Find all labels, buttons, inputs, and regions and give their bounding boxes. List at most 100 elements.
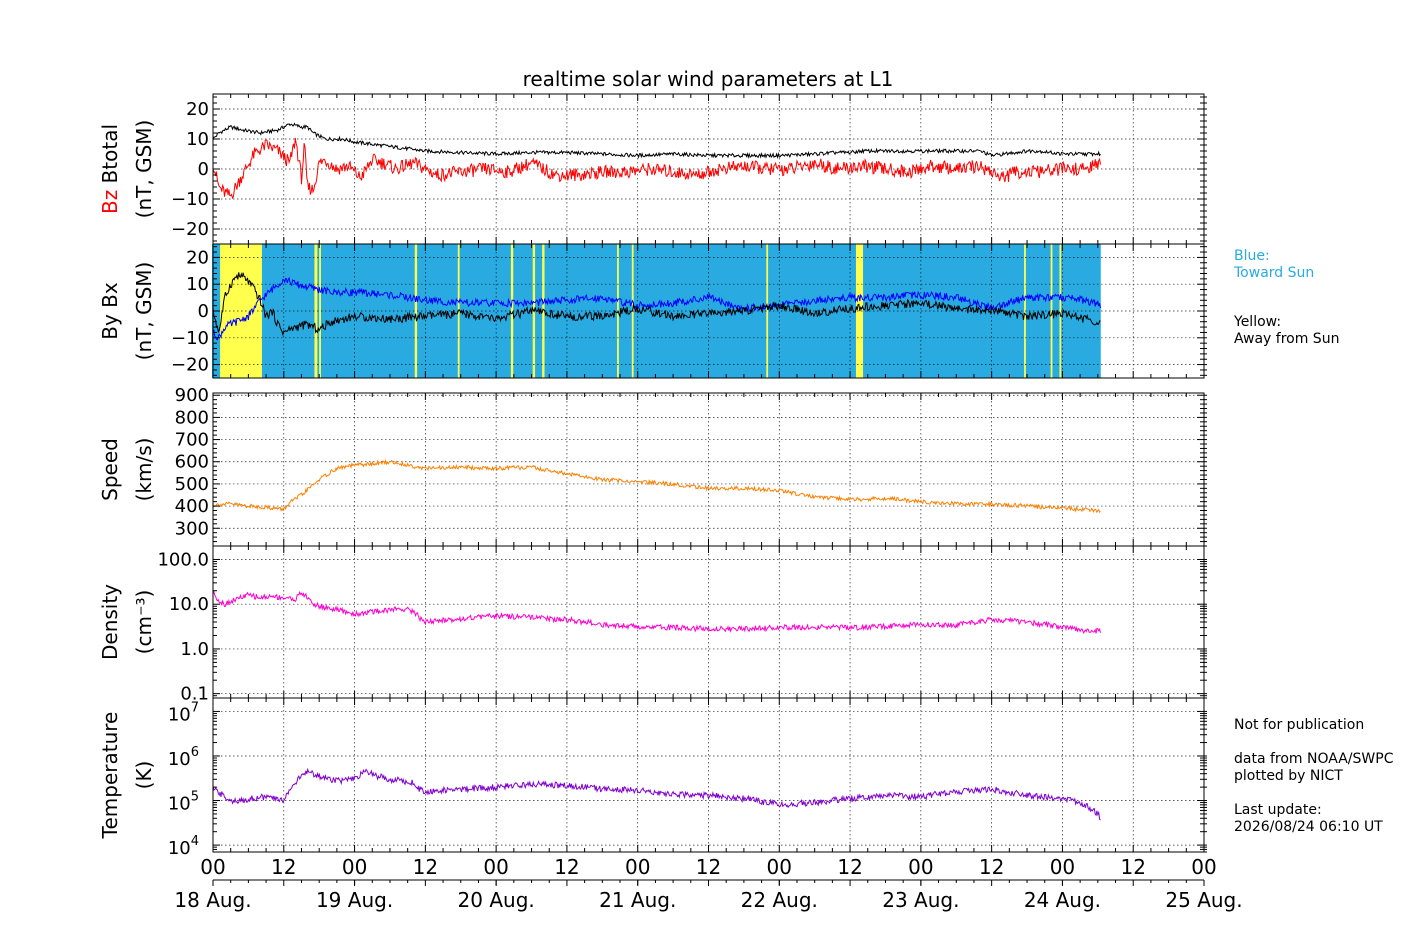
legend-blue-line2: Toward Sun — [1234, 265, 1315, 281]
legend-blue-line1: Blue: — [1234, 248, 1270, 264]
y-tick-exponent: 5 — [191, 790, 199, 805]
series-line-bz — [213, 138, 1101, 200]
y-tick-label: 104 — [168, 834, 199, 859]
grid-lines — [213, 393, 1204, 546]
x-tick-label-hour: 12 — [696, 855, 721, 879]
x-tick-label-hour: 12 — [1120, 855, 1145, 879]
grid-lines — [213, 244, 1204, 378]
x-ticks — [212, 698, 1205, 852]
x-tick-label-hour: 00 — [625, 855, 650, 879]
y-tick-exponent: 7 — [191, 700, 199, 715]
series-group — [213, 590, 1101, 635]
y-axis-label-main: Speed — [98, 438, 122, 501]
y-tick-label: 106 — [168, 745, 199, 770]
y-tick-label: 100.0 — [157, 549, 209, 570]
x-tick-label-hour: 12 — [413, 855, 438, 879]
last-update-label: Last update: — [1234, 802, 1322, 818]
y-ticks — [213, 545, 1207, 699]
sector-away-from-sun-band — [1059, 244, 1062, 378]
plot-panels: −20 −10 0 10 20 Bz Btotal (nT, GSM) −20 −10 0 10 20… — [98, 93, 1207, 859]
x-tick-label-day: 20 Aug. — [458, 888, 535, 912]
y-tick-label: 20 — [186, 247, 209, 268]
y-axis-label-unit: (nT, GSM) — [132, 262, 156, 361]
y-axis-label-main: Density — [98, 584, 122, 660]
x-tick-label-day: 23 Aug. — [882, 888, 959, 912]
x-tick-label-day: 24 Aug. — [1024, 888, 1101, 912]
y-tick-label: 400 — [175, 496, 209, 517]
y-tick-label: 105 — [168, 790, 199, 815]
series-line-by — [213, 272, 1101, 337]
sector-away-from-sun-band — [314, 244, 318, 378]
x-tick-label-hour: 12 — [979, 855, 1004, 879]
time-axis: 00 12 00 12 00 12 00 12 00 12 00 12 00 12 00 18 Aug. 19 … — [174, 855, 1242, 912]
sector-away-from-sun-band — [510, 244, 514, 378]
grid-lines — [213, 94, 1204, 244]
y-tick-label: 1.0 — [180, 639, 209, 660]
y-axis-label-unit: (nT, GSM) — [132, 120, 156, 219]
sector-legend-toward: Blue: Toward Sun — [1234, 248, 1314, 282]
y-tick-label: −10 — [171, 328, 209, 349]
y-tick-label: 500 — [175, 474, 209, 495]
y-tick-label: −20 — [171, 219, 209, 240]
series-line-speed — [213, 458, 1101, 514]
x-tick-label-hour: 00 — [483, 855, 508, 879]
y-tick-label: 0 — [198, 301, 209, 322]
y-tick-label: 600 — [175, 452, 209, 473]
x-tick-label-day: 19 Aug. — [316, 888, 393, 912]
y-tick-label: −20 — [171, 355, 209, 376]
y-tick-label: 900 — [175, 385, 209, 406]
y-ticks — [213, 394, 1207, 547]
panel-density: 0.1 1.0 10.0 100.0 Density (cm⁻³) — [98, 545, 1207, 705]
y-tick-exponent: 4 — [191, 834, 199, 849]
sector-away-from-sun-band — [1050, 244, 1053, 378]
x-tick-label-hour: 00 — [1191, 855, 1216, 879]
x-tick-label-hour: 00 — [1050, 855, 1075, 879]
x-tick-label-hour: 12 — [271, 855, 296, 879]
y-tick-label: 10 — [186, 129, 209, 150]
legend-yellow-line2: Away from Sun — [1234, 331, 1340, 347]
x-tick-label-day: 25 Aug. — [1165, 888, 1242, 912]
figure-title: realtime solar wind parameters at L1 — [523, 67, 894, 91]
credits-block: Not for publication data from NOAA/SWPC pl… — [1234, 717, 1393, 836]
x-tick-label-hour: 12 — [554, 855, 579, 879]
y-tick-label: 700 — [175, 430, 209, 451]
sector-away-from-sun-band — [1024, 244, 1026, 378]
y-axis-label-main: Temperature — [98, 712, 122, 840]
y-tick-label: 300 — [175, 518, 209, 539]
last-update-value: 2026/08/24 06:10 UT — [1234, 819, 1383, 835]
x-ticks — [212, 546, 1205, 698]
series-group — [213, 122, 1101, 200]
y-tick-exponent: 6 — [191, 745, 199, 760]
x-tick-label-day: 18 Aug. — [174, 888, 251, 912]
plotted-by-note: plotted by NICT — [1234, 768, 1343, 784]
sector-away-from-sun-band — [414, 244, 418, 378]
sector-away-from-sun-band — [766, 244, 769, 378]
series-line-density — [213, 590, 1101, 635]
series-line-btotal — [213, 122, 1101, 160]
y-tick-label: 107 — [168, 700, 199, 725]
sector-away-from-sun-band — [542, 244, 545, 378]
series-group — [213, 458, 1101, 514]
x-tick-label-hour: 00 — [342, 855, 367, 879]
x-ticks — [212, 94, 1205, 244]
y-tick-label: 800 — [175, 407, 209, 428]
y-tick-label: 10.0 — [169, 594, 209, 615]
x-tick-label-day: 21 Aug. — [599, 888, 676, 912]
data-source-note: data from NOAA/SWPC — [1234, 751, 1394, 767]
sector-away-from-sun-band — [319, 244, 321, 378]
y-tick-label: 0.1 — [180, 684, 209, 705]
series-line-bx — [213, 276, 1101, 341]
sector-legend-away: Yellow: Away from Sun — [1234, 314, 1339, 348]
y-tick-label: −10 — [171, 189, 209, 210]
y-ticks — [213, 697, 1207, 853]
y-tick-label: 10 — [186, 274, 209, 295]
panel-temperature: 104 105 106 107 Temperature (K) — [98, 697, 1207, 859]
y-ticks — [213, 246, 1207, 376]
grid-lines — [213, 698, 1204, 852]
y-axis-label-unit: (K) — [132, 761, 156, 790]
x-tick-label-hour: 12 — [837, 855, 862, 879]
y-axis-label-unit: (cm⁻³) — [132, 590, 156, 655]
x-tick-label-hour: 00 — [908, 855, 933, 879]
